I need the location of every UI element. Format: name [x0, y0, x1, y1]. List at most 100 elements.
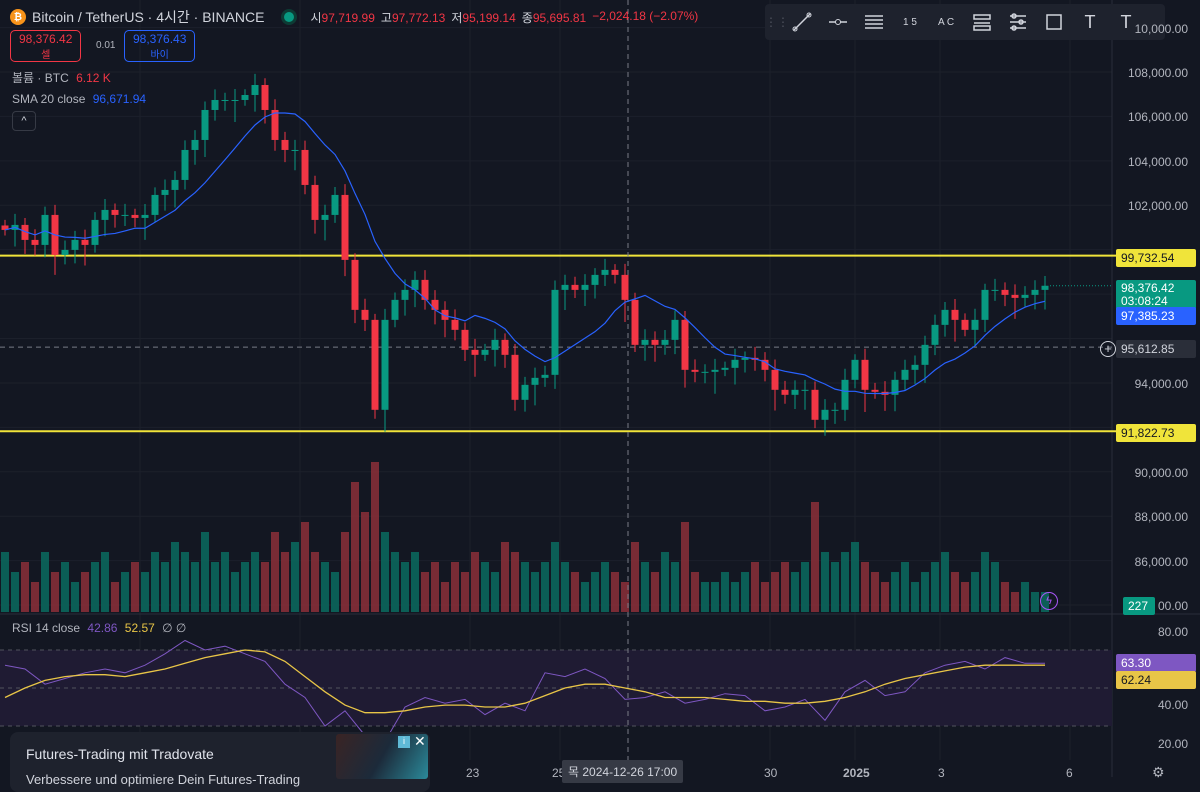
price-axis-label: 10,000.00	[1134, 22, 1188, 36]
sell-button[interactable]: 98,376.42 셀	[10, 30, 82, 62]
volume-bar	[781, 562, 789, 612]
volume-bar	[111, 582, 119, 612]
candle-body	[81, 239, 89, 245]
candle-body	[251, 84, 259, 95]
text-note-icon[interactable]: T	[1120, 11, 1132, 32]
volume-bar	[651, 572, 659, 612]
time-axis-label: 2025	[843, 766, 870, 780]
candle-body	[621, 274, 629, 300]
ad-banner[interactable]: Futures-Trading mit Tradovate Verbessere…	[10, 732, 430, 792]
candle-body	[261, 84, 269, 110]
lines-icon[interactable]	[965, 7, 999, 37]
candle-body	[1001, 289, 1009, 295]
candle-body	[411, 279, 419, 290]
candle-body	[1031, 289, 1039, 295]
candle-body	[451, 319, 459, 330]
ad-info-icon[interactable]: i	[398, 736, 410, 748]
volume-bar	[951, 572, 959, 612]
volume-bar	[831, 562, 839, 612]
volume-bar	[561, 562, 569, 612]
volume-bar	[971, 572, 979, 612]
candle-body	[951, 309, 959, 320]
volume-bar	[171, 542, 179, 612]
sma-price-label: 97,385.23	[1116, 307, 1196, 325]
volume-bar	[641, 562, 649, 612]
symbol-title[interactable]: Bitcoin / TetherUS · 4시간 · BINANCE	[32, 9, 265, 25]
volume-bar	[551, 542, 559, 612]
volume-bar	[791, 572, 799, 612]
ad-subtitle[interactable]: Verbessere und optimiere Dein Futures-Tr…	[26, 772, 301, 787]
volume-bar	[231, 572, 239, 612]
ad-close-icon[interactable]: ✕	[414, 733, 426, 749]
parallel-lines-icon[interactable]	[857, 7, 891, 37]
candle-body	[1, 225, 9, 230]
volume-bar	[581, 582, 589, 612]
rectangle-icon[interactable]	[1037, 7, 1071, 37]
volume-bar	[71, 582, 79, 612]
buy-button[interactable]: 98,376.43 바이	[124, 30, 196, 62]
candle-body	[141, 214, 149, 218]
candle-body	[791, 389, 799, 395]
volume-legend[interactable]: 볼륨 · BTC 6.12 K	[12, 71, 111, 85]
candle-body	[551, 289, 559, 375]
candle-body	[91, 219, 99, 245]
price-axis-label: 104,000.00	[1127, 155, 1188, 169]
candle-body	[861, 359, 869, 390]
candle-body	[921, 344, 929, 365]
candle-body	[231, 99, 239, 101]
candle-body	[301, 149, 309, 185]
volume-bar	[391, 552, 399, 612]
candle-body	[501, 339, 509, 355]
add-alert-plus-icon[interactable]: +	[1100, 341, 1116, 357]
volume-bar	[451, 562, 459, 612]
volume-bar	[521, 562, 529, 612]
volume-bar	[751, 562, 759, 612]
candle-body	[341, 194, 349, 260]
volume-bar	[211, 562, 219, 612]
candle-body	[701, 371, 709, 373]
volume-bar	[491, 572, 499, 612]
candle-body	[801, 389, 809, 391]
settings-gear-icon[interactable]: ⚙	[1152, 764, 1165, 780]
volume-bar	[351, 482, 359, 612]
candle-body	[811, 389, 819, 420]
candle-body	[471, 349, 479, 355]
ad-image[interactable]	[336, 734, 428, 779]
volume-bar	[81, 572, 89, 612]
candle-body	[841, 379, 849, 410]
collapse-legend-button[interactable]: ^	[12, 111, 36, 131]
volume-bar	[181, 552, 189, 612]
candle-body	[671, 319, 679, 340]
candle-body	[281, 139, 289, 150]
candle-body	[541, 374, 549, 378]
horizontal-ray-icon[interactable]	[821, 7, 855, 37]
volume-bar	[151, 552, 159, 612]
candle-body	[531, 377, 539, 385]
volume-bar	[341, 532, 349, 612]
volume-bar	[11, 572, 19, 612]
volume-bar	[381, 532, 389, 612]
rsi-legend[interactable]: RSI 14 close 42.86 52.57 ∅ ∅	[12, 621, 187, 635]
grip-icon[interactable]: ⋮⋮	[765, 15, 789, 29]
fib-pattern-icon[interactable]: 1 5	[903, 16, 917, 28]
candle-body	[401, 289, 409, 300]
volume-bar	[911, 582, 919, 612]
candle-body	[761, 359, 769, 370]
trend-line-icon[interactable]	[785, 7, 819, 37]
candle-body	[1011, 294, 1019, 298]
abc-pattern-icon[interactable]: A C	[937, 16, 955, 28]
ad-title[interactable]: Futures-Trading mit Tradovate	[26, 746, 214, 762]
candle-body	[371, 319, 379, 410]
candle-body	[331, 194, 339, 215]
time-axis-label: 30	[764, 766, 778, 780]
sma-legend[interactable]: SMA 20 close 96,671.94	[12, 92, 147, 106]
rsi-ma-line	[4, 649, 1045, 714]
lightning-icon[interactable]: ϟ	[1040, 592, 1058, 610]
text-icon[interactable]: T	[1084, 11, 1096, 32]
candle-body	[1041, 285, 1049, 290]
multi-lines-icon[interactable]	[1001, 7, 1035, 37]
candle-body	[131, 214, 139, 218]
candle-body	[611, 269, 619, 275]
candle-body	[221, 99, 229, 101]
